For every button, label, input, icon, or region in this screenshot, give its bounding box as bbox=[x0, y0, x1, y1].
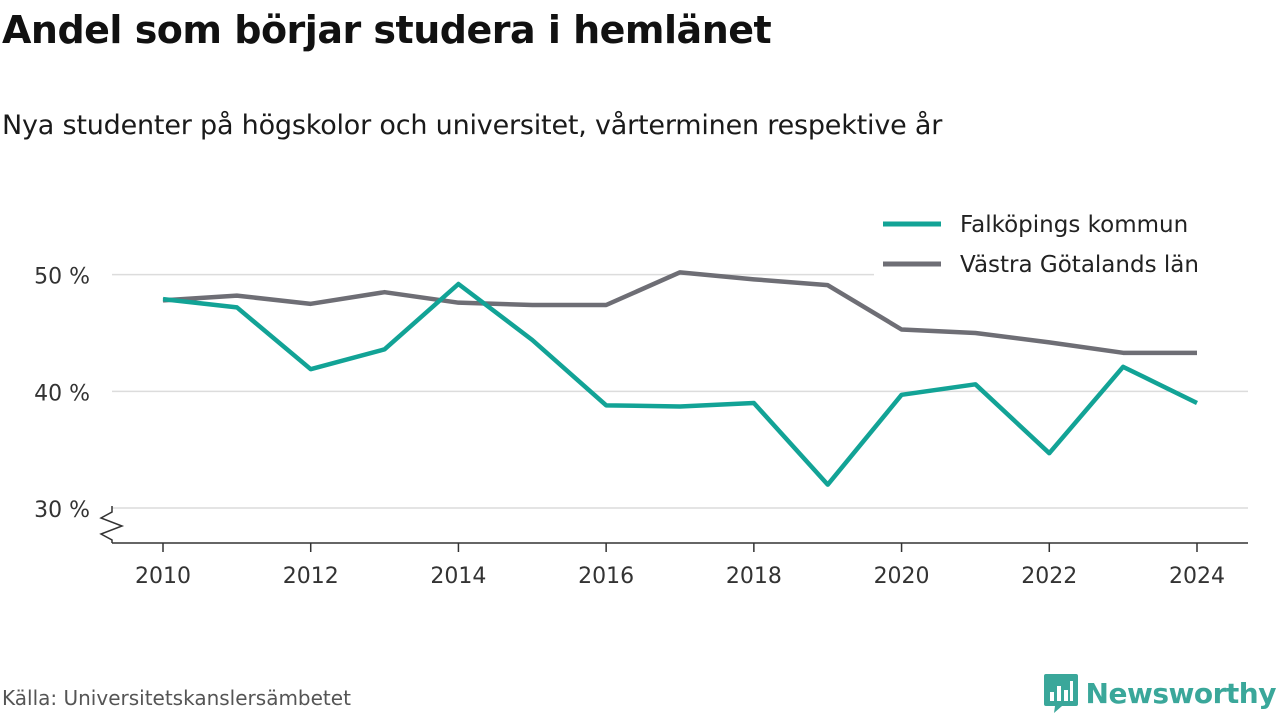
legend-label: Västra Götalands län bbox=[960, 252, 1199, 278]
brand-name: Newsworthy bbox=[1085, 676, 1277, 710]
legend-background bbox=[874, 205, 1248, 285]
newsworthy-logo-icon bbox=[1043, 674, 1078, 713]
x-tick-label: 2014 bbox=[430, 564, 486, 589]
series-lines bbox=[162, 270, 1198, 487]
y-tick-label: 50 % bbox=[34, 265, 90, 290]
legend-label: Falköpings kommun bbox=[960, 212, 1188, 238]
y-tick-label: 40 % bbox=[34, 381, 90, 406]
x-tick-label: 2010 bbox=[135, 564, 191, 589]
x-tick-label: 2016 bbox=[578, 564, 634, 589]
x-tick-label: 2018 bbox=[726, 564, 782, 589]
axis-break-icon bbox=[99, 506, 125, 543]
source-note: Källa: Universitetskanslersämbetet bbox=[2, 686, 351, 710]
x-tick-label: 2024 bbox=[1169, 564, 1225, 589]
y-tick-label: 30 % bbox=[34, 498, 90, 523]
series-line bbox=[162, 270, 1197, 356]
x-tick-label: 2012 bbox=[283, 564, 339, 589]
x-tick-label: 2020 bbox=[874, 564, 930, 589]
x-tick-label: 2022 bbox=[1021, 564, 1077, 589]
line-chart: 30 % 40 % 50 % 2010 2012 2014 2016 2018 2020 202… bbox=[34, 205, 1248, 589]
brand-logo: Newsworthy bbox=[1042, 672, 1277, 714]
legend: Falköpings kommun Västra Götalands län bbox=[874, 205, 1248, 285]
chart-subtitle: Nya studenter på högskolor och universit… bbox=[2, 110, 943, 141]
series-line bbox=[162, 281, 1198, 487]
x-axis: 2010 2012 2014 2016 2018 2020 2022 2024 bbox=[99, 506, 1248, 589]
chart-title: Andel som börjar studera i hemlänet bbox=[2, 8, 772, 52]
